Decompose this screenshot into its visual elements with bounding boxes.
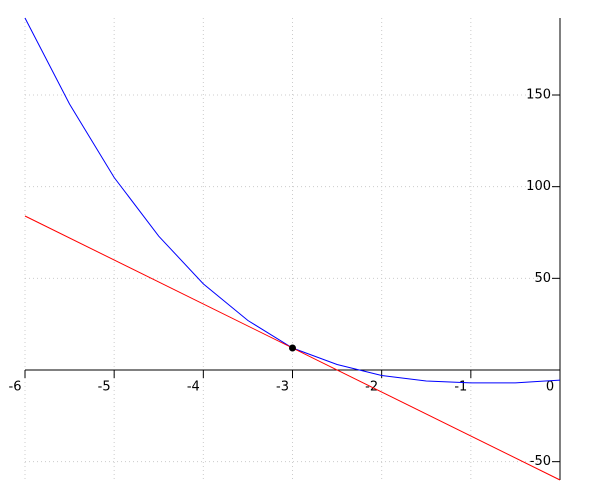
x-tick-label: -3	[276, 380, 289, 395]
curve	[24, 17, 561, 384]
x-tick-label: -5	[98, 380, 111, 395]
y-tick-label: 50	[534, 271, 551, 286]
y-tick-label: -50	[530, 454, 551, 469]
y-tick-label: 150	[526, 88, 551, 103]
x-tick-label: 0	[546, 380, 554, 395]
x-tick-label: -6	[9, 380, 22, 395]
x-tick-label: -1	[454, 380, 467, 395]
point	[289, 344, 296, 352]
x-tick-label: -4	[187, 380, 200, 395]
y-tick-label: 100	[526, 179, 551, 194]
